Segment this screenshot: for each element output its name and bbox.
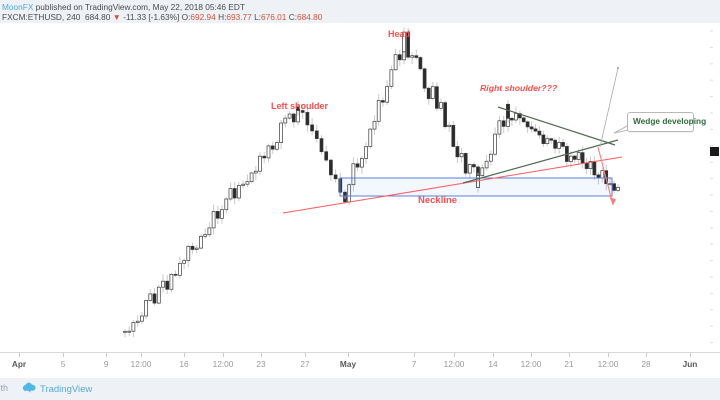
svg-text:Left shoulder: Left shoulder (271, 101, 328, 111)
svg-text:Right shoulder???: Right shoulder??? (480, 83, 558, 93)
svg-text:Neckline: Neckline (418, 195, 457, 206)
svg-text:Head: Head (388, 29, 410, 39)
